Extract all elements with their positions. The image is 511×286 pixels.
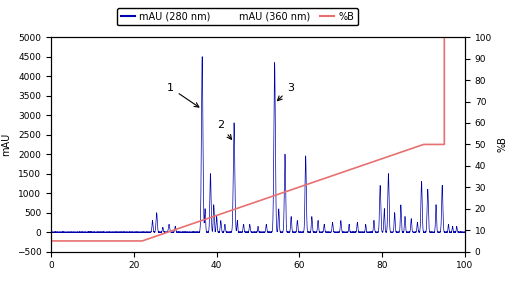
- Text: 1: 1: [167, 83, 199, 107]
- Y-axis label: %B: %B: [498, 136, 507, 152]
- Text: 3: 3: [277, 83, 294, 101]
- Y-axis label: mAU: mAU: [1, 133, 11, 156]
- Legend: mAU (280 nm), mAU (360 nm), %B: mAU (280 nm), mAU (360 nm), %B: [117, 8, 358, 25]
- Text: 2: 2: [217, 120, 231, 139]
